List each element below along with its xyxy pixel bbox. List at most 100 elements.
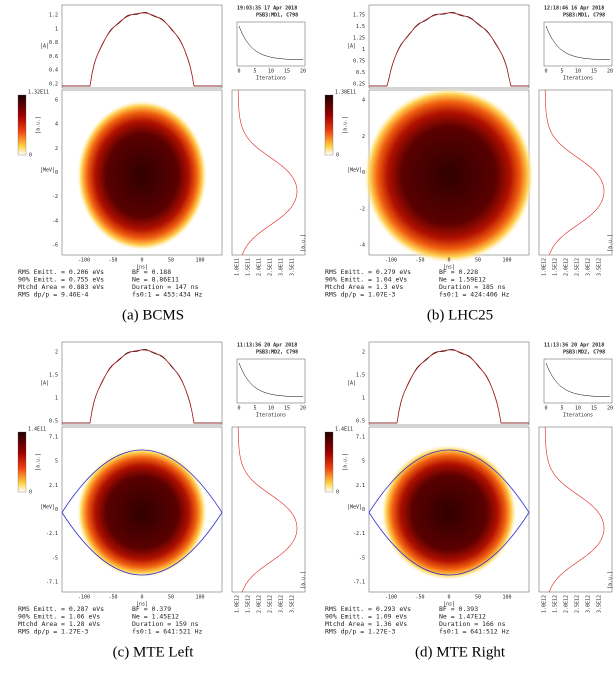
time-tick: -50: [415, 258, 424, 264]
profile-y-tick: 1: [362, 47, 365, 53]
phase-y-tick: 7.1: [356, 435, 365, 441]
stat: Ne = 8.86E11: [132, 276, 179, 284]
separatrix: [368, 449, 530, 576]
phase-y-tick: 0: [362, 170, 365, 176]
stat: RMS dp/p = 9.46E-4: [18, 291, 89, 299]
profile-measured: [62, 348, 222, 424]
stat: RMS Emitt. = 0.279 eVs: [325, 268, 411, 276]
projection-tick: 3.5E12: [597, 595, 603, 613]
iter-tick: 20: [300, 69, 306, 75]
machine: PSB3:MD1, C798: [563, 13, 605, 19]
profile-y-tick: 1: [55, 396, 58, 402]
profile-y-tick: 0.8: [49, 40, 58, 46]
phase-y-tick: -4: [52, 218, 58, 224]
profile-y-tick: 1.5: [356, 24, 365, 30]
colorbar: [324, 431, 334, 493]
projection-tick: 1.5E12: [553, 258, 559, 276]
time-unit: [ns]: [136, 265, 148, 271]
phase-y-tick: 5: [55, 459, 58, 465]
profile-frame: [368, 341, 530, 426]
profile-unit: [A]: [347, 381, 356, 387]
iter-tick: 20: [300, 406, 306, 412]
projection-tick: 2.0E12: [564, 258, 570, 276]
stat: Ne = 1.47E12: [439, 613, 486, 621]
profile-reconstructed: [62, 349, 222, 424]
projection-unit: [a.u.]: [301, 234, 307, 252]
profile-y-tick: 0.5: [49, 419, 58, 425]
phase-y-tick: -7.1: [353, 580, 365, 586]
iter-tick: 20: [607, 406, 613, 412]
projection-tick: 2.0E11: [257, 258, 263, 276]
stat: BF = 0.393: [439, 605, 478, 613]
stat: Mtchd Area = 0.883 eVs: [18, 283, 104, 291]
projection-tick: 3.5E12: [597, 258, 603, 276]
iter-tick: 15: [284, 69, 290, 75]
time-tick: -100: [385, 595, 397, 601]
profile-y-tick: 0.5: [356, 70, 365, 76]
iter-curve: [545, 25, 611, 61]
projection-frame: [231, 426, 306, 593]
caption: (b) LHC25: [427, 307, 493, 323]
time-tick: -50: [108, 258, 117, 264]
profile-y-tick: 1: [362, 396, 365, 402]
iter-curve: [238, 362, 304, 398]
colorbar-unit: [a.u.]: [343, 453, 349, 471]
projection-tick: 3.5E12: [290, 595, 296, 613]
profile-y-tick: 0.6: [49, 54, 58, 60]
projection-tick: 2.5E12: [575, 258, 581, 276]
iter-tick: 0: [237, 69, 240, 75]
beam-density: [381, 445, 517, 580]
iter-curve: [238, 25, 304, 61]
time-unit: [ns]: [136, 602, 148, 608]
colorbar-min: 0: [29, 153, 32, 159]
beam-density: [77, 100, 207, 251]
profile-y-tick: 0.4: [49, 68, 58, 74]
phase-y-tick: 0: [55, 507, 58, 513]
colorbar: [324, 94, 334, 156]
time-tick: 100: [195, 595, 204, 601]
iter-tick: 0: [237, 406, 240, 412]
projection-tick: 2.0E12: [257, 595, 263, 613]
caption: (d) MTE Right: [415, 644, 506, 660]
timestamp: 11:13:36 20 Apr 2018: [544, 343, 604, 349]
profile-y-tick: 1: [55, 26, 58, 32]
colorbar-min: 0: [29, 490, 32, 496]
timestamp: 12:18:46 16 Apr 2018: [544, 6, 604, 12]
phase-y-tick: -2: [359, 206, 365, 212]
stat: Ne = 1.59E12: [439, 276, 486, 284]
projection-curve: [237, 90, 298, 256]
stat: fs0:1 = 641:512 Hz: [439, 628, 510, 636]
iter-tick: 20: [607, 69, 613, 75]
caption: (c) MTE Left: [113, 644, 195, 660]
phase-y-tick: 7.1: [49, 435, 58, 441]
iter-frame: [543, 358, 613, 404]
stat: RMS dp/p = 1.07E-3: [325, 291, 396, 299]
iter-tick: 15: [591, 69, 597, 75]
iter-frame: [236, 21, 306, 67]
phase-y-tick: 4: [362, 98, 365, 104]
profile-y-tick: 0.75: [353, 59, 365, 65]
iter-label: Iterations: [256, 76, 286, 82]
time-unit: [ns]: [443, 265, 455, 271]
time-tick: 100: [502, 258, 511, 264]
iter-tick: 10: [575, 406, 581, 412]
projection-tick: 1.5E11: [246, 258, 252, 276]
projection-tick: 3.0E11: [279, 258, 285, 276]
profile-reconstructed: [62, 12, 222, 87]
stat: 90% Emitt. = 0.755 eVs: [18, 276, 104, 284]
projection-frame: [231, 89, 306, 256]
machine: PSB3:MD2, C798: [563, 350, 605, 356]
time-tick: 50: [475, 595, 481, 601]
profile-y-tick: 2: [362, 350, 365, 356]
projection-unit: [a.u.]: [301, 571, 307, 589]
projection-tick: 1.5E12: [553, 595, 559, 613]
phase-y-tick: 5: [362, 459, 365, 465]
profile-frame: [368, 4, 530, 89]
stat: Mtchd Area = 1.36 eVs: [325, 620, 407, 628]
iter-tick: 10: [575, 69, 581, 75]
projection-tick: 3.0E12: [586, 258, 592, 276]
profile-y-tick: 0.2: [49, 82, 58, 88]
projection-tick: 1.5E12: [246, 595, 252, 613]
projection-tick: 3.0E12: [279, 595, 285, 613]
